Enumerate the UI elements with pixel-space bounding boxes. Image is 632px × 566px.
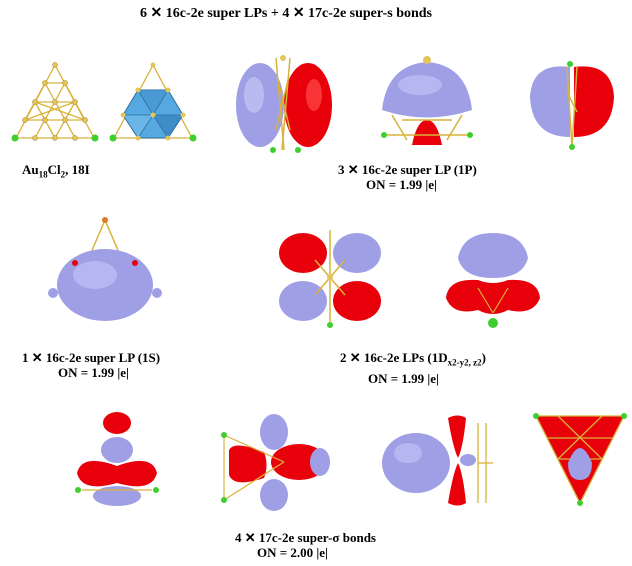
orbital-1d-x2y2-view (275, 225, 385, 330)
orbital-1p-dome-view (372, 50, 482, 150)
orbital-1s-view (45, 215, 165, 325)
orbital-1d-z2-view (438, 228, 548, 333)
orbital-sigma-view-3 (378, 408, 498, 513)
cluster-polyhedral-image (108, 60, 198, 145)
label-1s: 1 ✕ 16c-2e super LP (1S) ON = 1.99 |e| (22, 350, 161, 380)
label-sigma: 4 ✕ 17c-2e super-σ bonds ON = 2.00 |e| (235, 530, 376, 560)
label-1p: 3 ✕ 16c-2e super LP (1P) ON = 1.99 |e| (338, 162, 477, 192)
orbital-1p-side-view (228, 50, 338, 160)
orbital-sigma-view-4 (530, 408, 630, 508)
orbital-1p-front-view (522, 52, 622, 152)
orbital-sigma-view-2 (214, 410, 334, 515)
cluster-wireframe-image (10, 60, 100, 145)
label-1d: 2 ✕ 16c-2e LPs (1Dx2-y2, z2) ON = 1.99 |… (340, 350, 486, 386)
title: 6 ✕ 16c-2e super LPs + 4 ✕ 17c-2e super-… (140, 6, 432, 21)
label-cluster: Au18Cl2, 18I (22, 162, 90, 180)
orbital-sigma-view-1 (72, 408, 162, 513)
